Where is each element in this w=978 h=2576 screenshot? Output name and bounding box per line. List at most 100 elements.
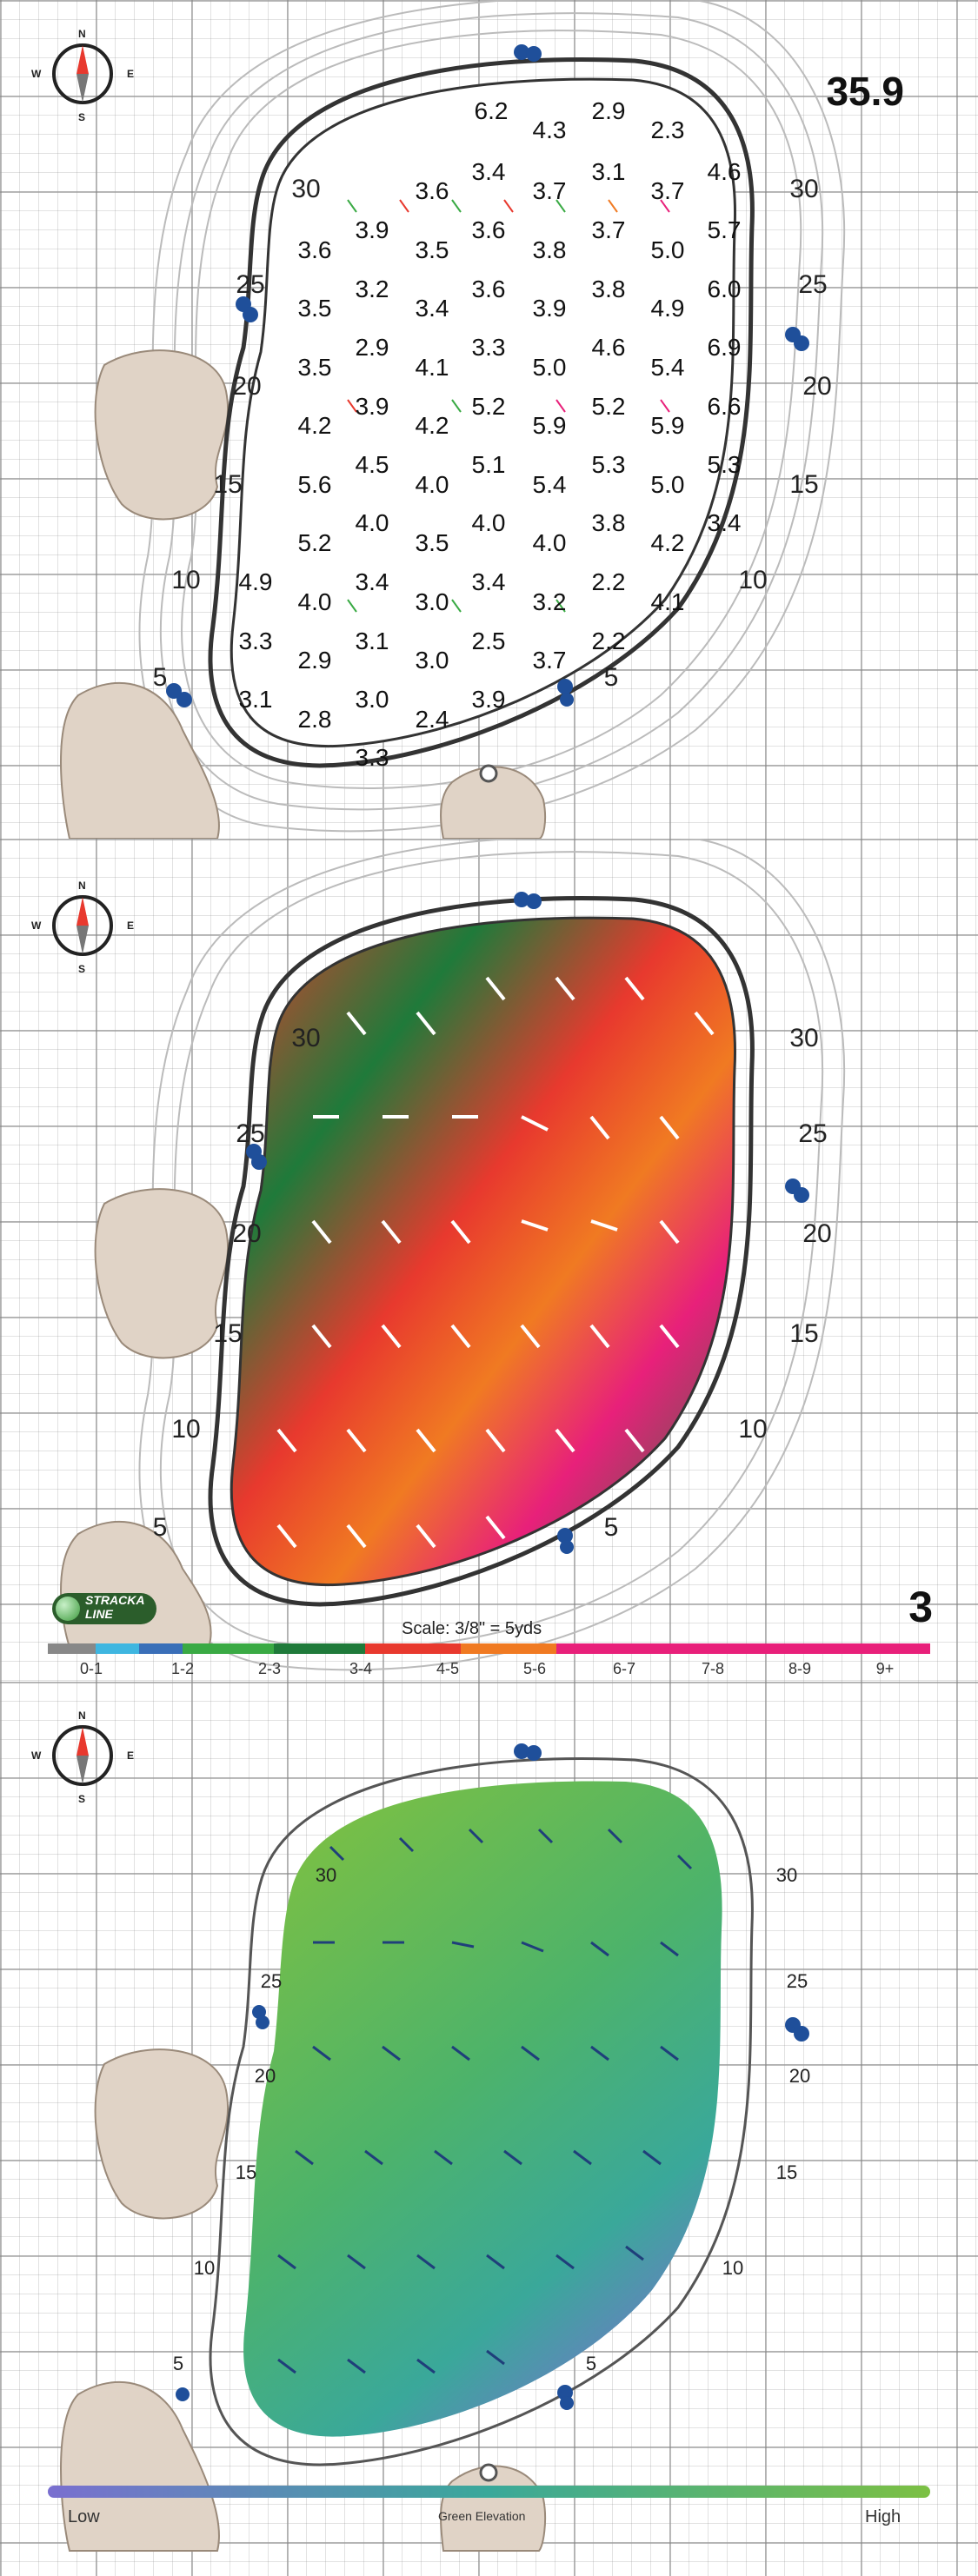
slope-value: 3.4 — [415, 295, 449, 322]
slope-value: 3.5 — [297, 354, 332, 381]
slope-value: 4.1 — [415, 354, 449, 381]
legend-swatch-8-9 — [748, 1643, 843, 1654]
slope-value: 6.2 — [474, 97, 509, 124]
distance-marker-25-left: 25 — [260, 1970, 283, 1992]
distance-marker-5-right: 5 — [603, 663, 619, 692]
compass-w: W — [31, 920, 42, 932]
slope-value: 4.0 — [471, 509, 506, 536]
slope-value: 3.9 — [532, 295, 567, 322]
slope-value: 3.2 — [532, 588, 567, 615]
slope-value: 6.0 — [707, 276, 742, 302]
slope-arrows — [347, 199, 670, 613]
slope-value: 4.0 — [355, 509, 389, 536]
hole-marker — [479, 764, 498, 783]
legend-label-8-9: 8-9 — [788, 1660, 812, 1677]
strackaline-logo: STRACKA LINE — [52, 1593, 156, 1624]
distance-marker-15-left: 15 — [213, 470, 243, 499]
slope-value: 4.9 — [650, 295, 685, 322]
compass-n: N — [78, 880, 86, 892]
distance-marker-5-left: 5 — [152, 1513, 168, 1542]
slope-value: 5.2 — [297, 529, 332, 556]
distance-marker-10-right: 10 — [738, 566, 768, 594]
distance-marker-20-right: 20 — [802, 372, 832, 401]
slope-value: 3.4 — [355, 568, 389, 595]
golf-ball-icon — [56, 1597, 80, 1621]
elevation-gradient-bar — [48, 2486, 930, 2498]
legend-label-3-4: 3-4 — [349, 1660, 373, 1677]
compass-n: N — [78, 1710, 86, 1722]
hole-value: 35.9 — [826, 69, 904, 114]
legend-label-5-6: 5-6 — [522, 1660, 547, 1677]
distance-marker-30-right: 30 — [775, 1864, 798, 1886]
slope-value: 3.6 — [297, 236, 332, 263]
distance-marker-25-right: 25 — [786, 1970, 808, 1992]
slope-value: 3.8 — [532, 236, 567, 263]
slope-value: 3.0 — [355, 686, 389, 713]
sprinkler-heads — [176, 1743, 809, 2410]
distance-marker-25-left: 25 — [236, 270, 265, 299]
slope-value: 2.9 — [355, 334, 389, 361]
slope-value: 3.3 — [355, 744, 389, 771]
slope-value: 5.4 — [532, 471, 567, 498]
elevation-fill — [243, 1781, 722, 2437]
slope-direction-arrows — [276, 976, 715, 1549]
legend-label-7-8: 7-8 — [701, 1660, 725, 1677]
distance-marker-15-left: 15 — [213, 1319, 243, 1348]
legend-swatch-5-6 — [461, 1643, 556, 1654]
slope-value: 4.6 — [707, 158, 742, 185]
compass-s: S — [78, 963, 86, 975]
distance-marker-20-right: 20 — [802, 1219, 832, 1248]
slope-value: 5.4 — [650, 354, 685, 381]
bunker-bottom — [440, 766, 547, 839]
distance-marker-20-left: 20 — [254, 2065, 276, 2087]
legend-swatch-3-4 — [274, 1643, 365, 1654]
legend-swatch-7-8 — [652, 1643, 748, 1654]
slope-value: 2.9 — [591, 97, 626, 124]
slope-value: 3.3 — [238, 627, 273, 654]
legend-swatch-6-7 — [556, 1643, 652, 1654]
slope-value: 4.3 — [532, 116, 567, 143]
green-fringe-outline — [208, 57, 755, 768]
slope-value: 3.2 — [355, 276, 389, 302]
compass-rose-icon — [52, 43, 113, 104]
hole-number: 3 — [908, 1583, 933, 1631]
distance-marker-10-left: 10 — [193, 2257, 216, 2279]
contour-lines — [138, 839, 846, 1671]
slope-value: 4.1 — [650, 588, 685, 615]
slope-value: 3.5 — [415, 529, 449, 556]
distance-marker-15-left: 15 — [235, 2161, 257, 2183]
legend-swatch-2-3 — [183, 1643, 274, 1654]
distance-marker-20-left: 20 — [232, 1219, 262, 1248]
distance-marker-20-left: 20 — [232, 372, 262, 401]
scale-text: Scale: 3/8" = 5yds — [402, 1619, 542, 1638]
distance-marker-25-right: 25 — [798, 270, 828, 299]
green-outline — [230, 77, 737, 748]
slope-value: 4.2 — [415, 412, 449, 439]
distance-marker-5-right: 5 — [603, 1513, 619, 1542]
compass: N S E W — [31, 28, 134, 123]
bunker-bottom-left — [60, 681, 220, 839]
compass-s: S — [78, 1793, 86, 1805]
slope-value: 5.9 — [650, 412, 685, 439]
slope-value: 5.7 — [707, 216, 742, 243]
compass-e: E — [127, 68, 135, 80]
elevation-map — [60, 1743, 809, 2552]
slope-value: 5.3 — [707, 451, 742, 478]
legend-swatch-1-2 — [96, 1643, 139, 1654]
bunker-bottom-left — [60, 1520, 212, 1648]
slope-value: 2.2 — [591, 568, 626, 595]
distance-marker-15-right: 15 — [775, 2161, 798, 2183]
slope-value: 3.7 — [591, 216, 626, 243]
green-fringe-outline — [209, 1757, 754, 2466]
slope-value: 3.1 — [238, 686, 273, 713]
bunker-left — [94, 1188, 230, 1359]
slope-value: 3.7 — [532, 177, 567, 204]
distance-marker-10-right: 10 — [722, 2257, 744, 2279]
slope-value: 6.6 — [707, 393, 742, 420]
slope-value: 3.6 — [471, 276, 506, 302]
slope-value: 3.9 — [355, 216, 389, 243]
distance-marker-5-left: 5 — [172, 2353, 184, 2374]
compass-n: N — [78, 28, 86, 40]
distance-marker-20-right: 20 — [788, 2065, 811, 2087]
compass-s: S — [78, 111, 86, 123]
